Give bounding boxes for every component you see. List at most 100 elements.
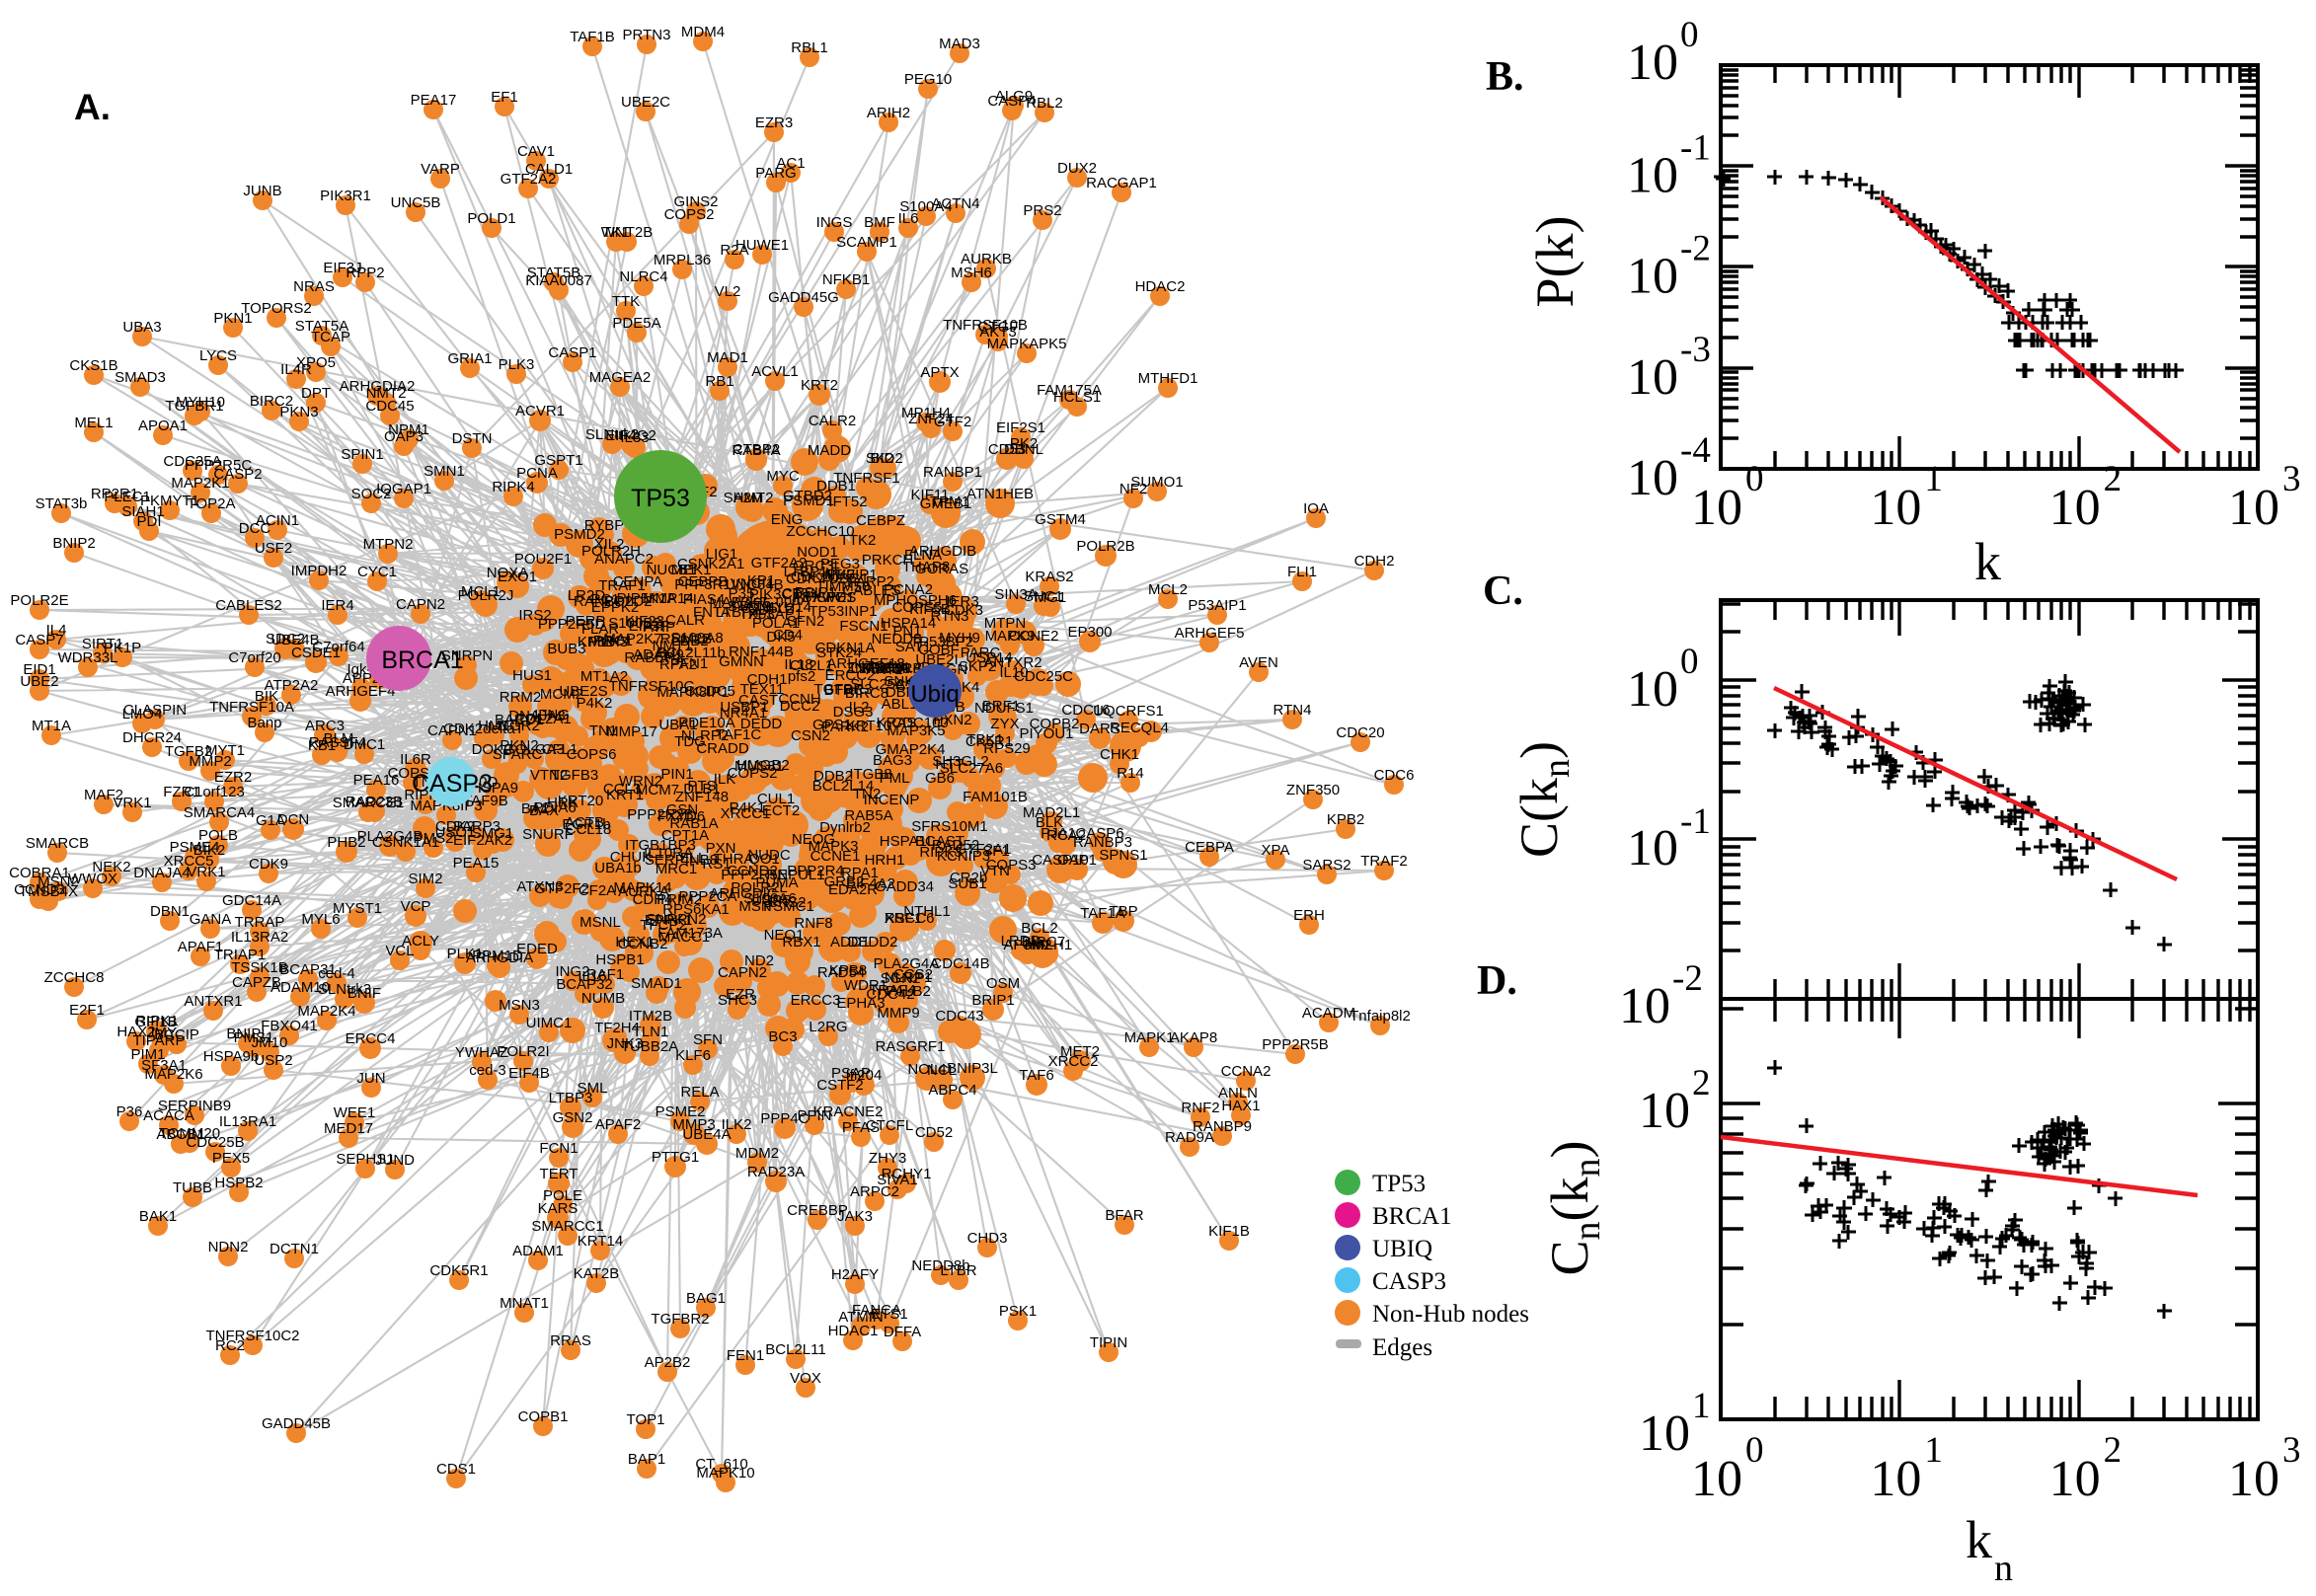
svg-text:EF1: EF1 bbox=[491, 89, 518, 106]
svg-text:MAD1: MAD1 bbox=[707, 349, 748, 366]
svg-text:ITM2B: ITM2B bbox=[629, 1008, 672, 1025]
svg-text:PRS2: PRS2 bbox=[1023, 202, 1061, 219]
svg-text:XPA: XPA bbox=[1262, 842, 1290, 859]
svg-text:XPC: XPC bbox=[748, 606, 779, 623]
svg-text:TAF1A: TAF1A bbox=[1080, 905, 1125, 922]
svg-text:BCAP32: BCAP32 bbox=[556, 976, 613, 993]
svg-text:COPS3: COPS3 bbox=[986, 857, 1037, 874]
svg-text:TP53BP2: TP53BP2 bbox=[910, 634, 973, 650]
svg-text:GDC14A: GDC14A bbox=[222, 892, 281, 909]
svg-text:THRB: THRB bbox=[883, 660, 923, 677]
svg-text:2: 2 bbox=[1692, 1063, 1711, 1103]
svg-text:UNC84B: UNC84B bbox=[725, 576, 783, 593]
svg-text:R14: R14 bbox=[1117, 765, 1144, 782]
svg-text:CKS2: CKS2 bbox=[767, 894, 806, 911]
svg-text:NDN2: NDN2 bbox=[208, 1239, 249, 1255]
svg-text:TP53AP1: TP53AP1 bbox=[739, 606, 803, 623]
svg-text:ADAM10: ADAM10 bbox=[270, 979, 330, 996]
svg-text:CN5L2: CN5L2 bbox=[748, 600, 795, 617]
svg-text:BRIP1: BRIP1 bbox=[971, 992, 1014, 1009]
svg-text:AURKB: AURKB bbox=[961, 251, 1012, 267]
svg-text:SGN2: SGN2 bbox=[881, 970, 921, 987]
svg-text:ERH: ERH bbox=[1293, 907, 1325, 924]
svg-text:NPM1: NPM1 bbox=[388, 421, 429, 438]
svg-text:TAF1B: TAF1B bbox=[570, 29, 615, 45]
svg-text:RRAS: RRAS bbox=[550, 1332, 591, 1349]
svg-text:P(k): P(k) bbox=[1525, 216, 1584, 308]
svg-text:BNIF: BNIF bbox=[347, 985, 381, 1002]
svg-text:PIK3CD: PIK3CD bbox=[749, 586, 803, 603]
svg-text:ATMIN: ATMIN bbox=[838, 1309, 884, 1326]
svg-text:NEDD8: NEDD8 bbox=[872, 631, 922, 647]
svg-text:JUN: JUN bbox=[356, 1070, 385, 1087]
svg-text:SPARC: SPARC bbox=[493, 746, 543, 763]
svg-text:ABPC4: ABPC4 bbox=[928, 1082, 976, 1099]
svg-text:A2M: A2M bbox=[733, 490, 764, 506]
svg-text:CDH2: CDH2 bbox=[1354, 553, 1395, 570]
svg-text:BCAST: BCAST bbox=[915, 833, 965, 850]
svg-text:MNAT1: MNAT1 bbox=[500, 1295, 549, 1312]
svg-text:TOMM20: TOMM20 bbox=[159, 1125, 220, 1142]
svg-text:PRTN3: PRTN3 bbox=[623, 27, 671, 43]
svg-text:ARHGDIB: ARHGDIB bbox=[909, 543, 976, 560]
svg-text:PIAS4: PIAS4 bbox=[683, 591, 726, 608]
svg-text:FLI1: FLI1 bbox=[1287, 564, 1317, 580]
svg-text:HCLS1: HCLS1 bbox=[1053, 389, 1101, 406]
svg-text:Non-Hub nodes: Non-Hub nodes bbox=[1372, 1301, 1529, 1328]
svg-text:KRAS2: KRAS2 bbox=[1025, 569, 1073, 585]
svg-text:COPS5: COPS5 bbox=[892, 599, 943, 616]
svg-text:E2F1: E2F1 bbox=[69, 1002, 105, 1019]
svg-text:SIAH1: SIAH1 bbox=[121, 503, 164, 520]
svg-text:CASP1: CASP1 bbox=[548, 344, 596, 361]
svg-text:ATIP: ATIP bbox=[644, 619, 675, 636]
svg-text:CD52: CD52 bbox=[915, 1124, 953, 1141]
svg-text:CK5R1: CK5R1 bbox=[965, 733, 1013, 750]
svg-text:B.: B. bbox=[1486, 54, 1524, 100]
svg-text:PK2: PK2 bbox=[1010, 435, 1038, 452]
svg-text:RPA1: RPA1 bbox=[841, 865, 879, 881]
svg-text:LRDD: LRDD bbox=[1001, 933, 1042, 950]
svg-text:GRB2: GRB2 bbox=[824, 874, 865, 890]
svg-text:UBE2S: UBE2S bbox=[559, 683, 607, 700]
svg-text:RSF1: RSF1 bbox=[885, 910, 922, 927]
svg-text:SPNS1: SPNS1 bbox=[1099, 847, 1147, 864]
svg-text:n: n bbox=[1994, 1548, 2013, 1589]
svg-text:POLR2E: POLR2E bbox=[10, 592, 68, 609]
svg-text:ARHGEF18: ARHGEF18 bbox=[826, 655, 904, 672]
svg-text:TP53: TP53 bbox=[631, 485, 690, 512]
svg-text:PPP2R2B: PPP2R2B bbox=[627, 806, 694, 823]
svg-text:WDR1: WDR1 bbox=[844, 977, 888, 994]
svg-text:TAF1C: TAF1C bbox=[716, 726, 762, 743]
svg-text:MCL1: MCL1 bbox=[461, 583, 501, 600]
svg-text:SLC25A11: SLC25A11 bbox=[850, 676, 920, 693]
svg-text:ARHGDIC: ARHGDIC bbox=[709, 885, 777, 902]
svg-text:TIPIN: TIPIN bbox=[1090, 1334, 1127, 1351]
svg-text:GSN2: GSN2 bbox=[553, 1109, 593, 1126]
svg-text:BAG3: BAG3 bbox=[873, 752, 912, 769]
svg-text:TCAP: TCAP bbox=[311, 329, 350, 345]
svg-text:TRRAP: TRRAP bbox=[235, 914, 285, 931]
svg-text:WEE1: WEE1 bbox=[334, 1104, 376, 1121]
svg-text:RB1: RB1 bbox=[705, 373, 733, 390]
svg-text:NEDD8b: NEDD8b bbox=[911, 1257, 969, 1274]
svg-text:POLA1: POLA1 bbox=[752, 615, 800, 632]
svg-text:LTBP1: LTBP1 bbox=[784, 564, 828, 580]
svg-text:SMN1: SMN1 bbox=[424, 463, 465, 480]
svg-text:10: 10 bbox=[2228, 480, 2279, 536]
svg-text:FEN1: FEN1 bbox=[727, 1347, 764, 1364]
svg-text:PSK1: PSK1 bbox=[999, 1303, 1037, 1320]
svg-text:CDC43: CDC43 bbox=[935, 1008, 983, 1025]
svg-text:EIF2S1: EIF2S1 bbox=[996, 419, 1045, 436]
svg-text:P4K1: P4K1 bbox=[730, 799, 766, 816]
svg-text:CAV1: CAV1 bbox=[517, 143, 555, 160]
svg-text:MAP2K6: MAP2K6 bbox=[144, 1066, 202, 1083]
svg-text:RANBP1: RANBP1 bbox=[923, 464, 982, 481]
svg-text:INGS: INGS bbox=[816, 214, 853, 231]
svg-text:WAP5: WAP5 bbox=[730, 595, 771, 612]
svg-text:ITGAV: ITGAV bbox=[861, 658, 904, 675]
svg-text:RAD52: RAD52 bbox=[932, 837, 979, 854]
svg-text:COPS2: COPS2 bbox=[728, 765, 778, 782]
svg-text:BAK1: BAK1 bbox=[139, 1208, 177, 1225]
svg-text:TTK: TTK bbox=[612, 293, 640, 310]
svg-text:SERPINB9: SERPINB9 bbox=[158, 1098, 231, 1114]
